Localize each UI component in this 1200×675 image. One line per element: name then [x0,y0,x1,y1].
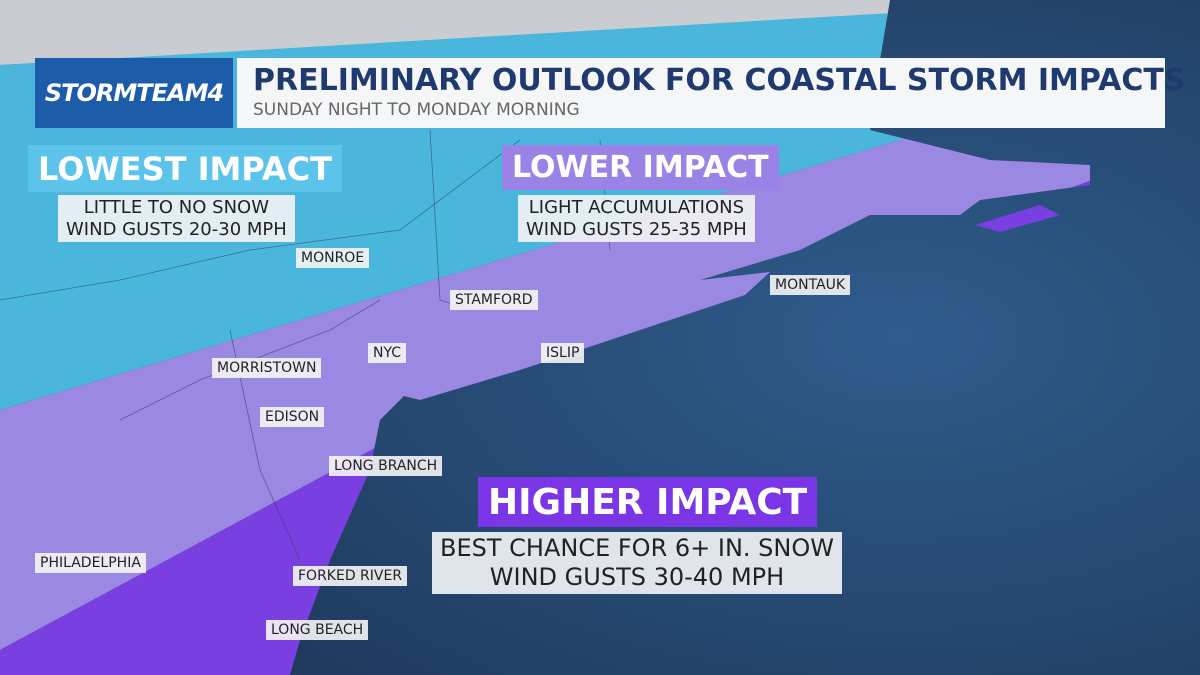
zone-line: LIGHT ACCUMULATIONS [528,197,745,218]
city-label: NYC [368,343,407,363]
zone-title: HIGHER IMPACT [478,477,818,527]
zone-line: LITTLE TO NO SNOW [83,197,270,218]
city-label: MONROE [296,248,370,268]
city-label: MONTAUK [770,275,851,295]
title: PRELIMINARY OUTLOOK FOR COASTAL STORM IM… [253,63,1186,98]
zone-details: BEST CHANCE FOR 6+ IN. SNOW WIND GUSTS 3… [432,532,842,594]
zone-line: WIND GUSTS 20-30 MPH [66,218,287,240]
title-box: PRELIMINARY OUTLOOK FOR COASTAL STORM IM… [237,58,1186,128]
city-label: EDISON [260,407,325,427]
zone-title: LOWER IMPACT [502,145,779,190]
zone-line: WIND GUSTS 25-35 MPH [526,218,747,240]
zone-title: LOWEST IMPACT [28,145,342,192]
zone-line: WIND GUSTS 30-40 MPH [489,562,785,591]
city-label: ISLIP [541,343,585,363]
zone-details: LITTLE TO NO SNOW WIND GUSTS 20-30 MPH [58,195,295,243]
zone-details: LIGHT ACCUMULATIONS WIND GUSTS 25-35 MPH [518,195,755,243]
brand-logo: STORMTEAM4 [35,58,233,128]
zone-line: BEST CHANCE FOR 6+ IN. SNOW [440,534,834,562]
city-label: LONG BRANCH [329,456,443,476]
city-label: PHILADELPHIA [35,553,146,573]
city-label: MORRISTOWN [212,358,322,378]
city-label: STAMFORD [450,290,538,310]
subtitle: SUNDAY NIGHT TO MONDAY MORNING [253,100,580,120]
city-label: LONG BEACH [266,620,369,640]
city-label: FORKED RIVER [293,566,408,586]
